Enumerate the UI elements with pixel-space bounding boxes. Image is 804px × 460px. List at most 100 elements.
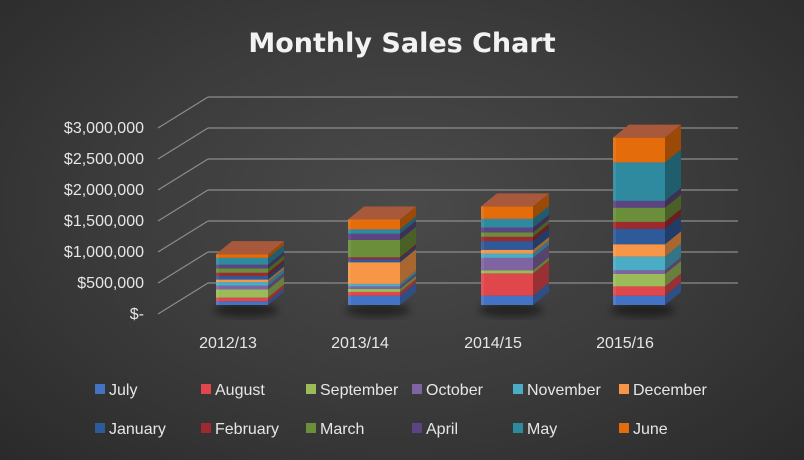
bar-segment — [613, 215, 681, 245]
x-tick-label: 2015/16 — [596, 335, 654, 352]
bar-segment — [216, 269, 284, 286]
bar-side — [665, 149, 681, 201]
bar-front — [613, 207, 665, 222]
bar-front — [481, 236, 533, 242]
bar-front — [348, 291, 400, 296]
bar-front — [348, 286, 400, 289]
bar-side — [268, 255, 284, 273]
bar-segment — [481, 219, 549, 237]
bar-front — [613, 286, 665, 296]
bar-highlight — [348, 219, 351, 305]
bar-front — [216, 285, 268, 290]
bar-side — [665, 273, 681, 296]
y-tick-label: $2,500,000 — [64, 151, 144, 168]
bar-highlight — [613, 137, 616, 305]
legend-label: May — [527, 421, 557, 438]
bar-side — [400, 246, 416, 263]
bar-segment — [481, 205, 549, 228]
legend-label: January — [109, 421, 166, 438]
bar-front — [348, 283, 400, 287]
legend-item: September — [306, 382, 399, 399]
bar-side — [665, 257, 681, 274]
legend-label: September — [320, 382, 399, 399]
bar-side — [268, 269, 284, 286]
bar-segment — [613, 273, 681, 296]
bar-front — [481, 241, 533, 250]
bar-segment — [348, 220, 416, 240]
bar-top — [613, 124, 681, 138]
bar-segment — [216, 259, 284, 276]
bar-segment — [216, 284, 284, 302]
x-axis-ticks: 2012/13 2013/14 2014/15 2015/16 — [199, 335, 654, 352]
bar-segment — [481, 236, 549, 254]
bar-group-2013-14 — [345, 206, 416, 317]
bar-front — [216, 297, 268, 302]
bar-front — [216, 254, 268, 258]
bar-side — [533, 257, 549, 274]
bar-side — [665, 208, 681, 229]
bar-side — [533, 260, 549, 296]
y-tick-label: $1,000,000 — [64, 244, 144, 261]
x-tick-label: 2014/15 — [464, 335, 522, 352]
legend-item: February — [201, 421, 279, 438]
bar-side — [533, 193, 549, 219]
y-axis-ticks: $- $500,000 $1,000,000 $1,500,000 $2,000,000… — [64, 120, 144, 323]
gridline-depth — [157, 96, 209, 129]
legend-label: August — [215, 382, 265, 399]
bar-segment — [613, 124, 681, 163]
gridline-depth — [157, 220, 209, 253]
bar-segment — [348, 216, 416, 234]
bar-front — [481, 295, 533, 305]
bar-side — [533, 236, 549, 254]
bar-front — [348, 233, 400, 240]
bar-front — [348, 262, 400, 284]
bar-side — [533, 244, 549, 271]
bar-segment — [216, 255, 284, 273]
bar-side — [268, 272, 284, 290]
bar-side — [665, 215, 681, 245]
bar-side — [400, 249, 416, 284]
bar-side — [268, 288, 284, 305]
bar-segment — [348, 244, 416, 260]
bar-segment — [348, 275, 416, 292]
bar-side — [400, 216, 416, 234]
bar-segment — [216, 241, 284, 258]
bar-side — [665, 194, 681, 222]
x-tick-label: 2012/13 — [199, 335, 257, 352]
bar-segment — [613, 257, 681, 274]
bar-side — [400, 244, 416, 260]
legend-swatch — [513, 384, 523, 394]
bar-front — [216, 282, 268, 286]
legend-swatch — [95, 423, 105, 433]
bar-front — [613, 295, 665, 305]
bar-front — [481, 257, 533, 271]
bar-side — [268, 262, 284, 280]
bar-side — [400, 226, 416, 258]
legend-swatch — [412, 423, 422, 433]
bar-side — [400, 206, 416, 230]
legend: July August September October November Decemb… — [95, 382, 707, 438]
bar-side — [268, 276, 284, 298]
bar-segment — [613, 194, 681, 222]
bar-side — [665, 243, 681, 271]
bar-side — [533, 240, 549, 258]
bar-segment — [481, 260, 549, 296]
legend-swatch — [95, 384, 105, 394]
bar-segment — [216, 251, 284, 269]
legend-swatch — [412, 384, 422, 394]
bar-front — [348, 229, 400, 234]
bar-group-2012-13 — [213, 241, 284, 317]
bar-segment — [481, 228, 549, 250]
legend-item: August — [201, 382, 265, 399]
bar-segment — [613, 261, 681, 287]
legend-item: June — [619, 421, 668, 438]
y-tick-label: $3,000,000 — [64, 120, 144, 137]
bar-side — [268, 251, 284, 269]
bar-front — [348, 288, 400, 292]
bar-front — [216, 289, 268, 298]
bar-segment — [348, 282, 416, 305]
chart-title: Monthly Sales Chart — [248, 28, 555, 59]
legend-item: May — [513, 421, 557, 438]
legend-swatch — [306, 384, 316, 394]
bars — [213, 124, 681, 317]
